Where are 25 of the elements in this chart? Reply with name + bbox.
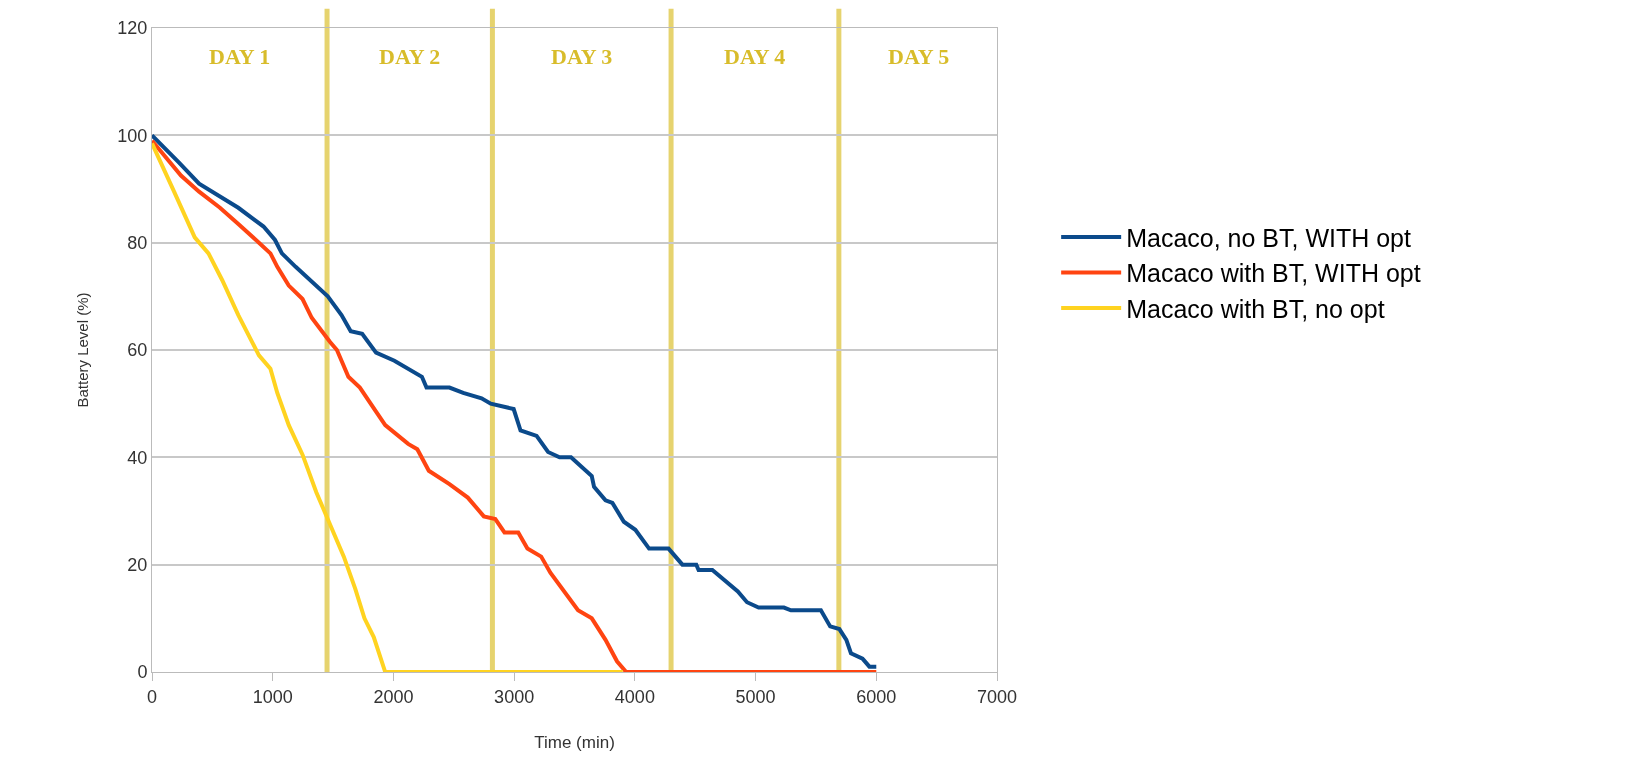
legend-label: Macaco, no BT, WITH opt bbox=[1126, 223, 1412, 252]
y-tick-label: 120 bbox=[117, 18, 148, 39]
annotation: DAY 4 bbox=[724, 44, 786, 69]
x-tick-label: 5000 bbox=[735, 686, 776, 707]
annotation: DAY 3 bbox=[551, 44, 613, 69]
x-axis-title: Time (min) bbox=[534, 733, 615, 752]
x-tick-label: 6000 bbox=[856, 686, 897, 707]
y-tick-label: 0 bbox=[137, 662, 148, 683]
y-tick-label: 60 bbox=[127, 340, 148, 361]
y-tick-label: 20 bbox=[127, 554, 148, 575]
legend-label: Macaco with BT, no opt bbox=[1126, 294, 1385, 323]
x-tick-label: 3000 bbox=[494, 686, 535, 707]
x-tick-label: 2000 bbox=[373, 686, 414, 707]
y-tick-label: 40 bbox=[127, 447, 148, 468]
annotation: DAY 2 bbox=[379, 44, 441, 69]
legend-label: Macaco with BT, WITH opt bbox=[1126, 259, 1421, 288]
x-tick-label: 4000 bbox=[614, 686, 655, 707]
annotation: DAY 1 bbox=[209, 44, 271, 69]
y-axis-title: Battery Level (%) bbox=[73, 292, 91, 408]
annotation: DAY 5 bbox=[888, 44, 950, 69]
line-series bbox=[152, 141, 625, 672]
y-tick-label: 80 bbox=[127, 232, 148, 253]
x-tick-label: 7000 bbox=[976, 686, 1018, 707]
y-tick-label: 100 bbox=[117, 125, 148, 146]
x-tick-label: 1000 bbox=[252, 686, 293, 707]
